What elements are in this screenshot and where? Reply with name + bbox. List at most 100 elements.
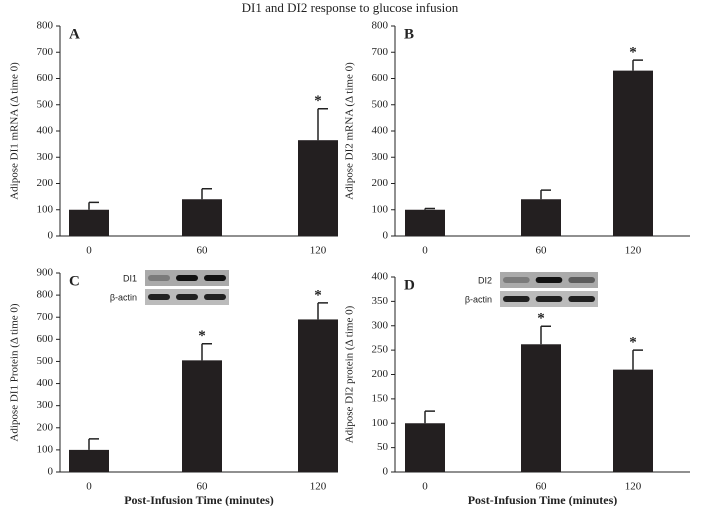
error-bar <box>88 201 99 210</box>
blot-band <box>204 294 226 300</box>
blot-band <box>503 296 530 302</box>
error-bar <box>424 207 435 210</box>
bar <box>182 199 222 236</box>
bar <box>613 70 653 236</box>
bar <box>182 360 222 472</box>
y-tick-label: 800 <box>372 20 389 32</box>
y-tick-label: 0 <box>383 230 389 242</box>
y-tick-label: 500 <box>372 98 389 110</box>
x-tick-label: 60 <box>536 245 548 257</box>
blot-band <box>535 277 563 283</box>
y-tick-label: 600 <box>372 72 389 84</box>
panel-label: A <box>69 26 80 42</box>
blot-band <box>568 296 595 302</box>
y-tick-label: 250 <box>372 344 389 356</box>
error-bar <box>540 325 551 345</box>
y-tick-label: 50 <box>377 441 389 453</box>
blot-band <box>568 277 595 283</box>
blot-band <box>176 275 198 281</box>
significance-marker: * <box>198 328 206 344</box>
y-tick-label: 300 <box>37 399 54 411</box>
error-bar <box>632 59 643 71</box>
y-tick-label: 400 <box>37 125 54 137</box>
y-tick-label: 300 <box>372 151 389 163</box>
y-tick-label: 150 <box>372 392 389 404</box>
x-tick-label: 60 <box>197 245 209 257</box>
significance-marker: * <box>314 93 322 109</box>
x-tick-label: 120 <box>310 245 327 257</box>
error-bar <box>317 302 328 320</box>
y-tick-label: 700 <box>37 46 54 58</box>
x-tick-label: 0 <box>422 245 428 257</box>
blot-label: β-actin <box>465 294 492 304</box>
error-bar <box>424 410 435 424</box>
bar <box>69 449 109 472</box>
x-tick-label: 60 <box>197 481 209 493</box>
y-tick-label: 200 <box>37 421 54 433</box>
error-bar <box>88 438 99 450</box>
y-axis-label: Adipose DI1 Protein (Δ time 0) <box>9 303 21 441</box>
significance-marker: * <box>314 287 322 303</box>
y-tick-label: 200 <box>37 177 54 189</box>
x-tick-label: 0 <box>422 481 428 493</box>
y-tick-label: 200 <box>372 368 389 380</box>
y-tick-label: 400 <box>37 377 54 389</box>
panel-label: D <box>404 277 415 293</box>
figure-title: DI1 and DI2 response to glucose infusion <box>242 0 459 15</box>
error-bar <box>201 188 212 200</box>
x-tick-label: 0 <box>86 245 92 257</box>
blot-band <box>204 275 226 281</box>
y-tick-label: 800 <box>37 20 54 32</box>
blot-band <box>503 277 530 283</box>
y-tick-label: 800 <box>37 289 54 301</box>
y-tick-label: 200 <box>372 177 389 189</box>
y-tick-label: 400 <box>372 271 389 283</box>
y-tick-label: 0 <box>383 466 389 478</box>
panel-label: C <box>69 273 80 289</box>
blot-label: β-actin <box>110 292 137 302</box>
y-tick-label: 500 <box>37 98 54 110</box>
significance-marker: * <box>629 45 637 61</box>
error-bar <box>540 189 551 200</box>
bar <box>521 344 561 472</box>
y-tick-label: 600 <box>37 333 54 345</box>
x-axis-label: Post-Infusion Time (minutes) <box>468 493 618 506</box>
y-tick-label: 400 <box>372 125 389 137</box>
bar <box>69 209 109 236</box>
blot-band <box>148 294 170 300</box>
x-tick-label: 0 <box>86 481 92 493</box>
bar <box>298 140 338 236</box>
y-tick-label: 900 <box>37 267 54 279</box>
bar <box>405 423 445 472</box>
y-tick-label: 100 <box>37 203 54 215</box>
y-tick-label: 0 <box>48 230 54 242</box>
blot-label: DI2 <box>478 275 492 285</box>
y-tick-label: 100 <box>372 417 389 429</box>
y-tick-label: 600 <box>37 72 54 84</box>
x-axis-label: Post-Infusion Time (minutes) <box>124 493 274 506</box>
y-tick-label: 300 <box>372 319 389 331</box>
y-tick-label: 0 <box>48 466 54 478</box>
x-tick-label: 120 <box>625 481 642 493</box>
y-tick-label: 350 <box>372 295 389 307</box>
y-tick-label: 700 <box>372 46 389 58</box>
blot-band <box>148 275 170 281</box>
y-tick-label: 100 <box>372 203 389 215</box>
error-bar <box>317 107 328 141</box>
blot-label: DI1 <box>123 273 137 283</box>
bar <box>298 319 338 472</box>
x-tick-label: 120 <box>625 245 642 257</box>
y-tick-label: 300 <box>37 151 54 163</box>
y-axis-label: Adipose DI2 mRNA (Δ time 0) <box>344 62 356 200</box>
blot-band <box>176 294 198 300</box>
error-bar <box>201 343 212 361</box>
y-tick-label: 100 <box>37 443 54 455</box>
bar <box>613 369 653 472</box>
blot-band <box>535 296 563 302</box>
significance-marker: * <box>537 311 545 327</box>
y-axis-label: Adipose DI2 protein (Δ time 0) <box>344 305 356 443</box>
y-tick-label: 700 <box>37 311 54 323</box>
bar <box>521 199 561 236</box>
x-tick-label: 60 <box>536 481 548 493</box>
